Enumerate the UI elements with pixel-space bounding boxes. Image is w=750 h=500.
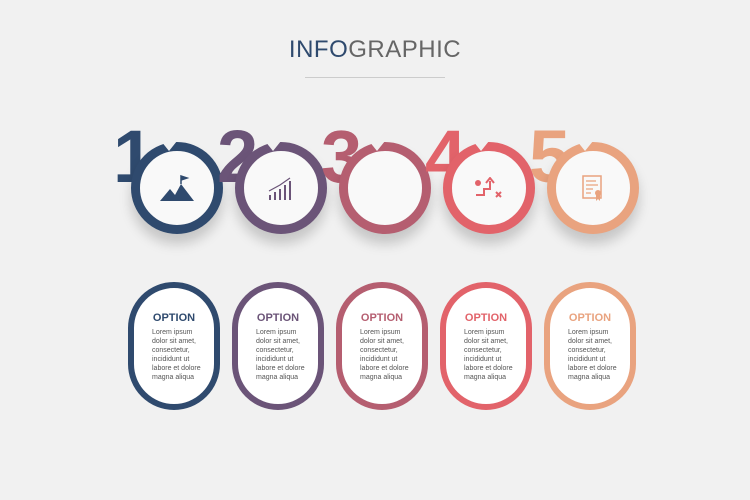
ring-notch [161, 141, 177, 151]
option-card-5: OPTION Lorem ipsum dolor sit amet, conse… [544, 282, 636, 410]
step-5: 5 [529, 120, 641, 250]
option-title: OPTION [152, 312, 196, 324]
option-card-3: OPTION Lorem ipsum dolor sit amet, conse… [336, 282, 428, 410]
title-divider [305, 77, 445, 78]
ring-notch [473, 141, 489, 151]
option-title: OPTION [568, 312, 612, 324]
option-description: Lorem ipsum dolor sit amet, consectetur,… [568, 329, 617, 381]
step-circle [547, 142, 639, 234]
certificate-icon [547, 142, 639, 234]
step-circle [235, 142, 327, 234]
growth-chart-icon [235, 142, 327, 234]
ring-notch [265, 141, 281, 151]
step-4: 4 [425, 120, 537, 250]
ring-notch [577, 141, 593, 151]
step-circle [339, 142, 431, 234]
head-fire-icon [339, 142, 431, 234]
option-card-1: OPTION Lorem ipsum dolor sit amet, conse… [128, 282, 220, 410]
ring-notch [369, 141, 385, 151]
page-title: INFOGRAPHIC [288, 36, 462, 63]
step-2: 2 [217, 120, 329, 250]
step-3: 3 [321, 120, 433, 250]
option-title: OPTION [464, 312, 508, 324]
option-description: Lorem ipsum dolor sit amet, consectetur,… [464, 329, 513, 381]
option-description: Lorem ipsum dolor sit amet, consectetur,… [152, 329, 201, 381]
option-description: Lorem ipsum dolor sit amet, consectetur,… [256, 329, 305, 381]
step-circle [131, 142, 223, 234]
strategy-steps-icon [443, 142, 535, 234]
option-title: OPTION [256, 312, 300, 324]
mountain-flag-icon [131, 142, 223, 234]
option-card-4: OPTION Lorem ipsum dolor sit amet, conse… [440, 282, 532, 410]
option-card-2: OPTION Lorem ipsum dolor sit amet, conse… [232, 282, 324, 410]
option-description: Lorem ipsum dolor sit amet, consectetur,… [360, 329, 409, 381]
option-title: OPTION [360, 312, 404, 324]
step-1: 1 [113, 120, 225, 250]
